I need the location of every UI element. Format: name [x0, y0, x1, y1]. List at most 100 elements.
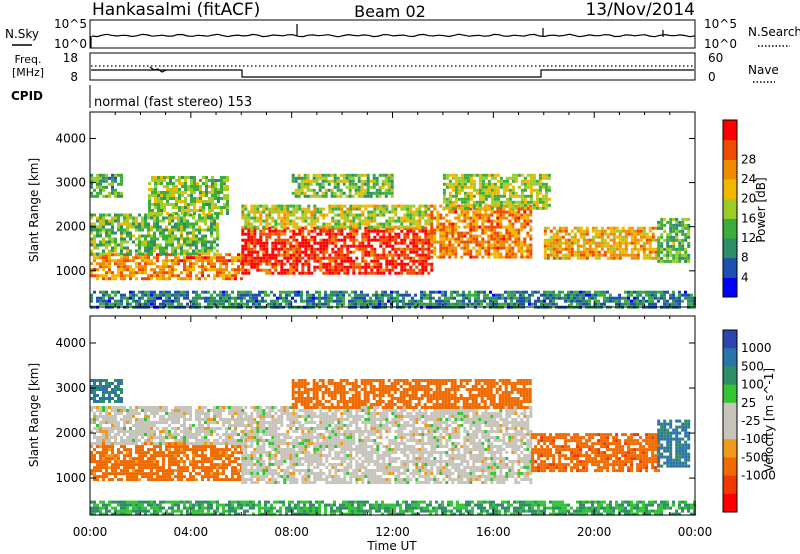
data-cell	[150, 469, 153, 473]
data-cell	[175, 179, 178, 182]
data-cell	[573, 253, 577, 257]
data-cell	[201, 219, 204, 223]
data-cell	[508, 234, 512, 238]
data-cell	[639, 290, 642, 294]
data-cell	[114, 472, 117, 476]
data-cell	[283, 222, 287, 226]
data-cell	[225, 253, 228, 257]
data-cell	[403, 268, 407, 272]
data-cell	[454, 228, 458, 232]
data-cell	[250, 250, 254, 254]
data-cell	[412, 247, 416, 251]
data-cell	[90, 185, 93, 189]
data-cell	[672, 247, 676, 251]
data-cell	[132, 271, 135, 275]
data-cell	[259, 247, 263, 251]
data-cell	[375, 188, 379, 192]
data-cell	[244, 204, 248, 208]
data-cell	[352, 229, 356, 233]
data-cell	[346, 219, 350, 223]
data-cell	[340, 232, 344, 236]
data-cell	[265, 219, 269, 223]
data-cell	[456, 302, 459, 306]
data-cell	[564, 247, 568, 251]
data-cell	[421, 213, 425, 217]
data-cell	[192, 225, 195, 229]
data-cell	[498, 302, 501, 306]
data-cell	[690, 296, 693, 300]
data-cell	[198, 253, 201, 257]
data-cell	[355, 207, 359, 211]
data-cell	[102, 188, 105, 192]
data-cell	[183, 277, 186, 281]
data-cell	[493, 228, 497, 232]
data-cell	[369, 194, 373, 198]
data-cell	[382, 229, 386, 233]
data-cell	[561, 229, 565, 233]
data-cell	[517, 249, 521, 253]
data-cell	[186, 454, 189, 458]
data-cell	[181, 194, 184, 197]
data-cell	[220, 179, 223, 182]
data-cell	[129, 472, 132, 476]
data-cell	[687, 232, 691, 236]
data-cell	[672, 217, 676, 221]
data-cell	[135, 222, 138, 226]
data-cell	[253, 213, 257, 217]
data-cell	[306, 299, 309, 303]
data-cell	[123, 277, 126, 281]
data-cell	[490, 185, 494, 189]
data-cell	[219, 268, 222, 272]
data-cell	[681, 241, 685, 245]
data-cell	[162, 237, 165, 241]
data-cell	[375, 182, 379, 186]
data-cell	[177, 222, 180, 226]
data-cell	[277, 241, 281, 245]
data-cell	[297, 194, 301, 198]
data-cell	[292, 229, 296, 233]
data-cell	[295, 238, 299, 242]
data-cell	[561, 253, 565, 257]
data-cell	[301, 262, 305, 266]
data-cell	[210, 259, 213, 263]
data-cell	[250, 204, 254, 208]
data-cell	[517, 203, 521, 207]
data-cell	[216, 216, 219, 220]
data-cell	[313, 204, 317, 208]
data-cell	[165, 243, 168, 247]
data-cell	[111, 478, 114, 482]
data-cell	[193, 206, 196, 209]
data-cell	[186, 457, 189, 461]
data-cell	[210, 302, 213, 306]
data-cell	[123, 293, 126, 297]
data-cell	[558, 296, 561, 300]
data-cell	[174, 451, 177, 455]
data-cell	[445, 246, 449, 250]
data-cell	[220, 209, 223, 212]
data-cell	[687, 299, 690, 303]
data-cell	[321, 302, 324, 306]
data-cell	[334, 219, 338, 223]
data-cell	[138, 228, 141, 232]
data-cell	[394, 259, 398, 263]
data-cell	[529, 213, 533, 217]
data-cell	[576, 244, 580, 248]
data-cell	[189, 225, 192, 229]
data-cell	[174, 457, 177, 461]
data-cell	[388, 232, 392, 236]
data-cell	[297, 290, 300, 294]
data-cell	[234, 277, 237, 281]
data-cell	[147, 222, 150, 226]
data-cell	[250, 222, 254, 226]
data-cell	[675, 299, 678, 303]
data-cell	[141, 271, 144, 275]
data-cell	[427, 262, 431, 266]
data-cell	[382, 238, 386, 242]
data-cell	[199, 191, 202, 194]
data-cell	[174, 234, 177, 238]
data-cell	[102, 213, 105, 217]
data-cell	[288, 299, 291, 303]
freq-line	[91, 69, 694, 78]
data-cell	[304, 271, 308, 275]
data-cell	[150, 448, 153, 452]
